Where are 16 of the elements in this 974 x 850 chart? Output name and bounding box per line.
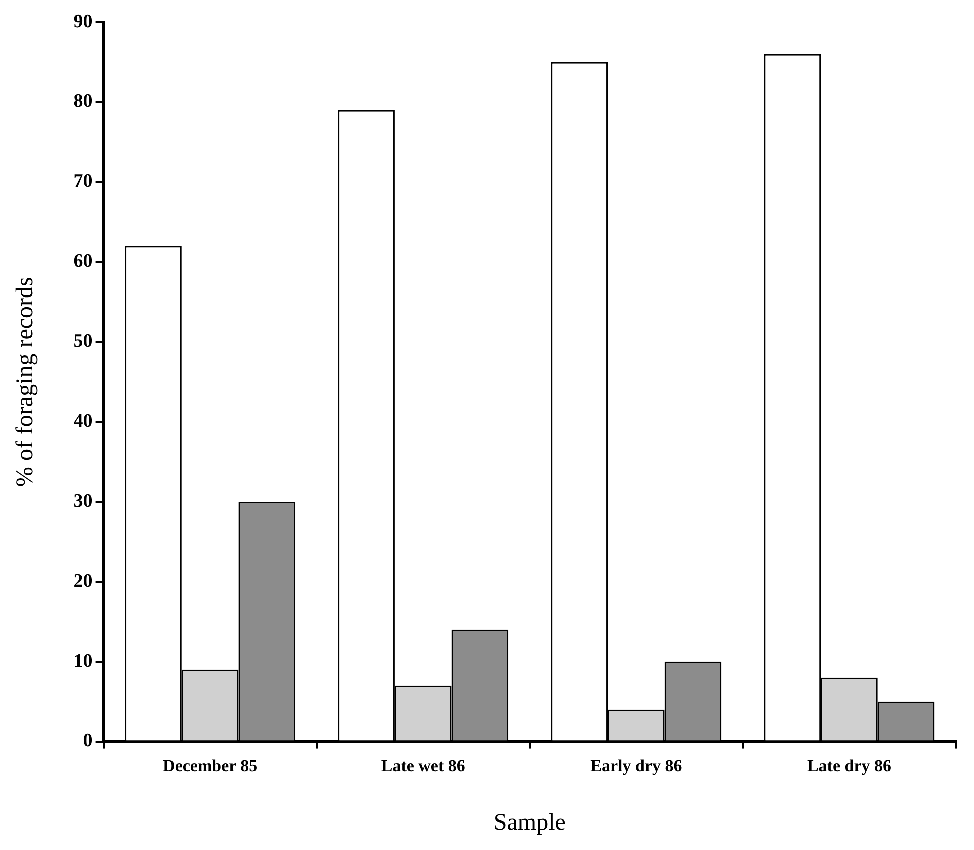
y-tick-label: 50 — [74, 331, 93, 352]
y-tick-label: 90 — [74, 11, 93, 32]
y-tick-label: 60 — [74, 251, 93, 272]
x-axis-title: Sample — [494, 810, 566, 836]
y-tick-label: 0 — [83, 730, 93, 752]
x-tick-label: Late dry 86 — [807, 756, 892, 776]
y-tick-label: 10 — [74, 650, 93, 672]
y-tick-label: 70 — [74, 171, 93, 192]
x-tick-label: Late wet 86 — [381, 756, 466, 776]
y-tick-label: 80 — [74, 91, 93, 112]
y-tick-label: 40 — [74, 410, 93, 432]
y-axis-title: % of foraging records — [12, 277, 39, 488]
x-tick-label: Early dry 86 — [590, 756, 682, 776]
y-tick-label: 30 — [74, 490, 93, 512]
x-tick-label: December 85 — [163, 756, 258, 776]
y-tick-label: 20 — [74, 570, 93, 592]
